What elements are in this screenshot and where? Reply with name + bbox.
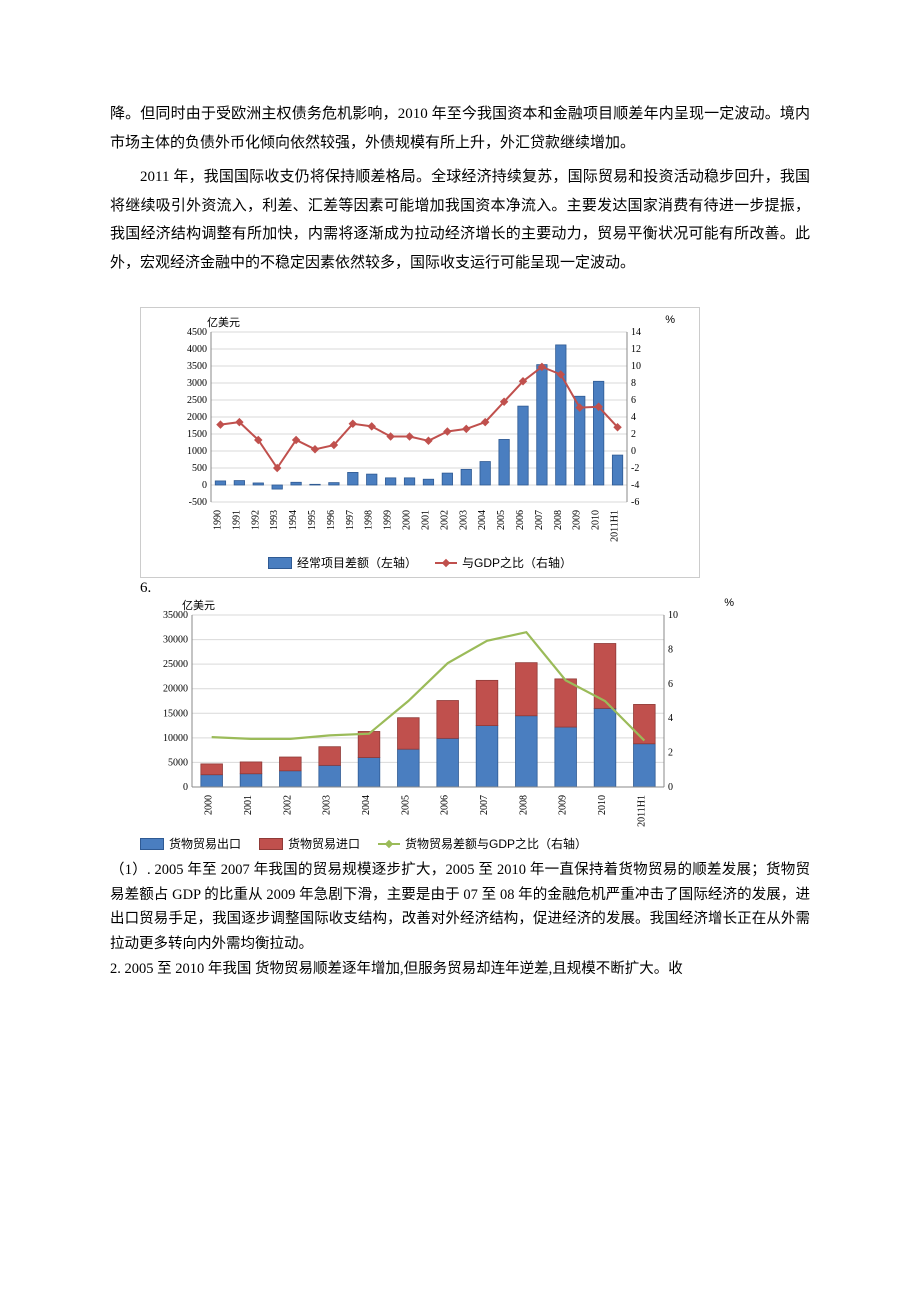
svg-text:1992: 1992 [250,510,261,530]
svg-text:2010: 2010 [591,510,602,530]
svg-text:2003: 2003 [322,795,333,815]
line-swatch-icon [378,843,400,845]
svg-text:2008: 2008 [553,510,564,530]
svg-text:2009: 2009 [558,795,569,815]
svg-text:2007: 2007 [479,795,490,815]
chart2-legend-import: 货物贸易进口 [259,835,360,852]
svg-text:10000: 10000 [163,733,188,744]
svg-text:1993: 1993 [269,510,280,530]
svg-text:-4: -4 [631,480,639,491]
svg-text:20000: 20000 [163,684,188,695]
chart2-legend-line: 货物贸易差额与GDP之比（右轴） [378,835,587,852]
svg-text:0: 0 [202,480,207,491]
svg-text:15000: 15000 [163,708,188,719]
svg-text:2006: 2006 [515,510,526,530]
svg-text:4500: 4500 [187,327,207,338]
svg-text:1997: 1997 [345,510,356,530]
svg-text:2011H1: 2011H1 [636,795,647,827]
svg-text:2003: 2003 [458,510,469,530]
paragraph-1: 降。但同时由于受欧洲主权债务危机影响，2010 年至今我国资本和金融项目顺差年内… [110,100,810,157]
section-number-6: 6. [140,580,810,597]
svg-text:2010: 2010 [597,795,608,815]
svg-text:-6: -6 [631,497,639,508]
svg-text:1996: 1996 [326,510,337,530]
svg-text:8: 8 [668,644,673,655]
svg-text:1991: 1991 [231,510,242,530]
svg-text:2006: 2006 [440,795,451,815]
svg-text:0: 0 [183,782,188,793]
svg-text:1998: 1998 [364,510,375,530]
chart2-legend-export-label: 货物贸易出口 [169,835,241,852]
svg-text:2009: 2009 [572,510,583,530]
svg-text:1500: 1500 [187,429,207,440]
svg-text:-500: -500 [189,497,207,508]
chart-1-container: 亿美元 % -500050010001500200025003000350040… [140,307,700,578]
svg-text:2004: 2004 [361,795,372,815]
svg-text:2002: 2002 [282,795,293,815]
svg-text:2: 2 [631,429,636,440]
paragraph-2: 2011 年，我国国际收支仍将保持顺差格局。全球经济持续复苏，国际贸易和投资活动… [110,163,810,277]
svg-text:1995: 1995 [307,510,318,530]
chart1-legend-line-label: 与GDP之比（右轴） [462,554,572,571]
svg-text:14: 14 [631,327,641,338]
svg-text:4: 4 [631,412,636,423]
paragraph-4: 2. 2005 至 2010 年我国 货物贸易顺差逐年增加,但服务贸易却连年逆差… [110,957,810,982]
svg-text:6: 6 [668,679,673,690]
chart1-legend-line: 与GDP之比（右轴） [435,554,572,571]
svg-text:0: 0 [631,446,636,457]
svg-text:3000: 3000 [187,378,207,389]
bar-swatch-icon [268,557,292,569]
svg-text:2005: 2005 [400,795,411,815]
chart1-legend-bar: 经常项目差额（左轴） [268,554,417,571]
svg-text:10: 10 [668,610,678,621]
svg-text:1000: 1000 [187,446,207,457]
svg-text:2000: 2000 [204,795,215,815]
svg-text:-2: -2 [631,463,639,474]
chart2-legend: 货物贸易出口 货物贸易进口 货物贸易差额与GDP之比（右轴） [140,835,760,852]
chart2-legend-import-label: 货物贸易进口 [288,835,360,852]
svg-text:0: 0 [668,782,673,793]
chart1-y-left-unit: 亿美元 [207,314,240,330]
svg-text:2007: 2007 [534,510,545,530]
svg-text:4000: 4000 [187,344,207,355]
svg-text:5000: 5000 [168,757,188,768]
svg-text:1994: 1994 [288,510,299,530]
svg-text:1990: 1990 [212,510,223,530]
svg-text:2: 2 [668,748,673,759]
svg-text:2002: 2002 [439,510,450,530]
chart2-y-right-unit: % [724,597,734,609]
paragraph-3: （1）. 2005 年至 2007 年我国的贸易规模逐步扩大，2005 至 20… [110,858,810,957]
chart-2-container: 亿美元 % 0500010000150002000025000300003500… [140,601,760,852]
svg-text:2008: 2008 [518,795,529,815]
chart2-y-left-unit: 亿美元 [182,597,215,613]
chart1-legend-bar-label: 经常项目差额（左轴） [297,554,417,571]
svg-text:500: 500 [192,463,207,474]
chart1-y-right-unit: % [665,314,675,326]
line-swatch-icon [435,562,457,564]
bar-swatch-icon [140,838,164,850]
svg-text:1999: 1999 [383,510,394,530]
svg-text:30000: 30000 [163,635,188,646]
svg-text:25000: 25000 [163,659,188,670]
svg-text:2001: 2001 [420,510,431,530]
svg-text:2004: 2004 [477,510,488,530]
chart2-legend-export: 货物贸易出口 [140,835,241,852]
chart2-plot: 0500010000150002000025000300003500002468… [140,601,760,831]
svg-text:2001: 2001 [243,795,254,815]
svg-text:6: 6 [631,395,636,406]
svg-text:2011H1: 2011H1 [610,510,621,542]
svg-text:2000: 2000 [187,412,207,423]
svg-text:10: 10 [631,361,641,372]
svg-text:3500: 3500 [187,361,207,372]
bar-swatch-icon [259,838,283,850]
chart1-legend: 经常项目差额（左轴） 与GDP之比（右轴） [161,554,679,571]
chart1-plot: -500 0 500 1000 1500 2000 2500 3000 3500 4000 4500… [161,318,679,548]
chart2-legend-line-label: 货物贸易差额与GDP之比（右轴） [405,835,587,852]
svg-text:2000: 2000 [402,510,413,530]
svg-text:8: 8 [631,378,636,389]
svg-text:12: 12 [631,344,641,355]
svg-text:4: 4 [668,713,673,724]
svg-text:2500: 2500 [187,395,207,406]
svg-text:2005: 2005 [496,510,507,530]
